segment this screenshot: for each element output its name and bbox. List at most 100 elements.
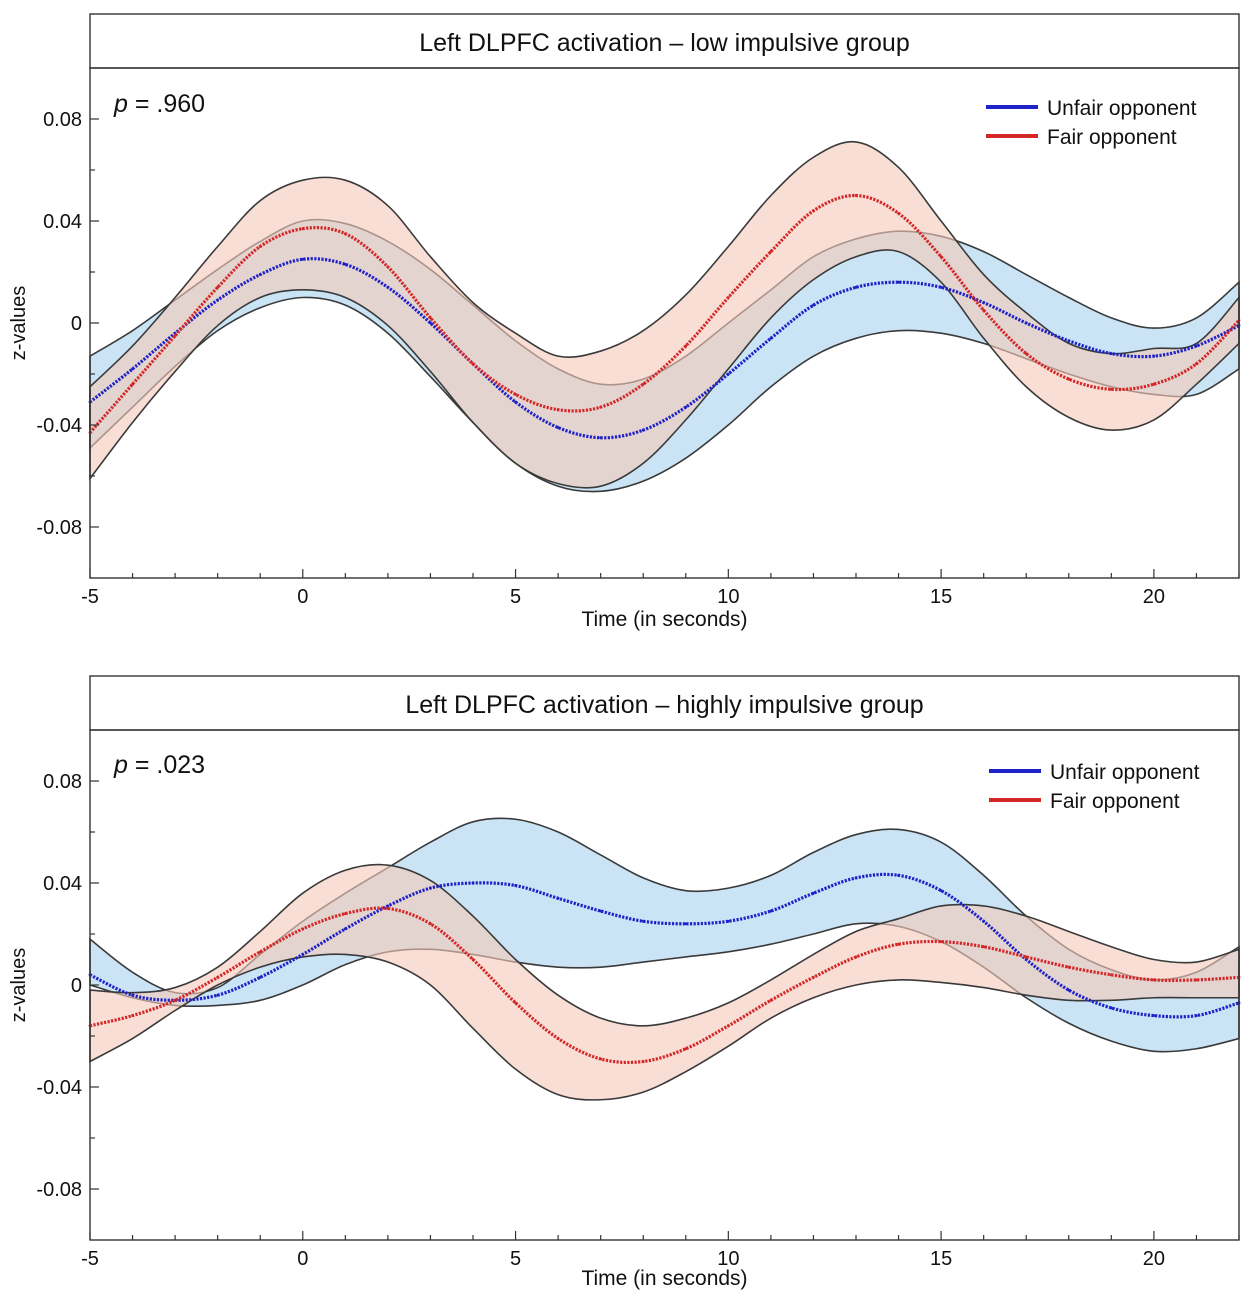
data-point-unfair — [429, 321, 432, 325]
p-value-annotation: p = .023 — [113, 751, 205, 779]
data-point-fair — [939, 940, 943, 944]
y-axis-label: z-values — [8, 948, 30, 1022]
y-axis-label: z-values — [8, 286, 30, 360]
x-tick-label: 15 — [930, 1248, 952, 1270]
data-point-fair — [599, 405, 603, 409]
x-tick-label: 5 — [510, 586, 521, 608]
x-axis: -5 0 5 10 15 20 — [81, 569, 1240, 608]
data-point-fair — [1067, 965, 1071, 969]
data-point-fair — [684, 1047, 688, 1051]
x-axis-label: Time (in seconds) — [581, 608, 747, 631]
x-axis-label: Time (in seconds) — [581, 1267, 747, 1290]
data-point-fair — [301, 927, 305, 931]
data-point-unfair — [939, 889, 943, 893]
data-point-fair — [769, 250, 773, 254]
y-tick-label: 0.08 — [43, 771, 82, 793]
series-lines — [88, 872, 1241, 1065]
data-point-fair — [854, 194, 858, 197]
data-point-unfair — [1067, 339, 1071, 343]
data-point-unfair — [812, 891, 815, 895]
x-tick-label: 5 — [510, 1248, 521, 1270]
data-point-fair — [641, 382, 645, 386]
data-point-fair — [812, 209, 815, 213]
p-symbol: p — [113, 90, 128, 118]
data-point-fair — [131, 382, 134, 386]
legend-label-fair: Fair opponent — [1050, 790, 1180, 813]
data-point-fair — [343, 912, 347, 915]
confidence-bands — [89, 140, 1240, 493]
data-point-unfair — [131, 367, 134, 371]
data-point-fair — [173, 998, 177, 1002]
y-tick-label: -0.04 — [36, 1077, 82, 1099]
chart-panel-low-impulsive: Left DLPFC activation – low impulsive gr… — [8, 13, 1241, 631]
y-tick-label: -0.04 — [36, 415, 82, 437]
data-point-unfair — [1152, 1014, 1156, 1017]
p-value: = .960 — [128, 90, 205, 118]
data-point-fair — [1152, 382, 1156, 386]
data-point-unfair — [599, 436, 603, 440]
y-axis: 0.08 0.04 0 -0.04 -0.08 — [36, 109, 99, 539]
data-point-unfair — [343, 262, 347, 266]
data-point-unfair — [982, 919, 986, 923]
data-point-fair — [982, 308, 986, 312]
title-box — [89, 675, 1240, 731]
x-tick-label: -5 — [81, 586, 99, 608]
data-point-fair — [429, 922, 432, 926]
data-point-fair — [939, 255, 943, 259]
y-tick-label: -0.08 — [36, 517, 82, 539]
data-point-fair — [854, 955, 858, 959]
data-point-fair — [641, 1060, 645, 1063]
data-point-fair — [386, 265, 390, 269]
data-point-unfair — [429, 886, 432, 890]
data-point-fair — [1195, 978, 1198, 982]
legend-label-unfair: Unfair opponent — [1047, 97, 1197, 120]
data-point-fair — [429, 316, 432, 320]
legend: Unfair opponent Fair opponent — [989, 761, 1200, 813]
x-tick-label: -5 — [81, 1248, 99, 1270]
data-point-fair — [1109, 387, 1113, 391]
data-point-unfair — [812, 303, 815, 307]
title-box — [89, 13, 1240, 69]
data-point-unfair — [1067, 988, 1071, 992]
data-point-fair — [514, 393, 517, 396]
y-tick-label: 0.04 — [43, 211, 82, 233]
data-point-fair — [343, 232, 347, 236]
data-point-fair — [812, 975, 815, 979]
data-point-fair — [1067, 377, 1071, 381]
data-point-fair — [1024, 352, 1028, 355]
data-point-unfair — [982, 301, 986, 304]
data-point-unfair — [726, 919, 730, 923]
data-point-unfair — [514, 400, 517, 404]
data-point-fair — [1152, 978, 1156, 982]
data-point-fair — [1024, 955, 1028, 959]
data-point-fair — [258, 950, 262, 954]
y-tick-label: 0 — [71, 975, 82, 997]
series-lines — [88, 193, 1241, 440]
data-point-fair — [216, 975, 220, 979]
chart-title: Left DLPFC activation – low impulsive gr… — [419, 29, 910, 57]
data-point-fair — [897, 942, 900, 946]
series-line-unfair — [89, 872, 1240, 1019]
data-point-fair — [726, 1024, 730, 1028]
x-tick-label: 0 — [297, 1248, 308, 1270]
x-tick-label: 15 — [930, 586, 952, 608]
x-tick-label: 10 — [717, 1248, 739, 1270]
data-point-fair — [514, 1001, 517, 1005]
data-point-unfair — [897, 873, 900, 877]
x-tick-label: 20 — [1143, 586, 1165, 608]
p-value: = .023 — [128, 751, 205, 779]
data-point-unfair — [1024, 958, 1028, 961]
data-point-fair — [258, 245, 262, 248]
data-point-fair — [599, 1057, 603, 1061]
series-line-fair — [88, 193, 1241, 434]
data-point-fair — [982, 945, 986, 949]
data-point-fair — [1195, 362, 1198, 366]
legend-label-unfair: Unfair opponent — [1050, 761, 1200, 784]
data-point-unfair — [1195, 1014, 1198, 1017]
y-tick-label: 0.08 — [43, 109, 82, 131]
data-point-unfair — [386, 285, 390, 289]
data-point-unfair — [386, 904, 390, 908]
x-tick-label: 0 — [297, 586, 308, 608]
y-tick-label: 0.04 — [43, 873, 82, 895]
